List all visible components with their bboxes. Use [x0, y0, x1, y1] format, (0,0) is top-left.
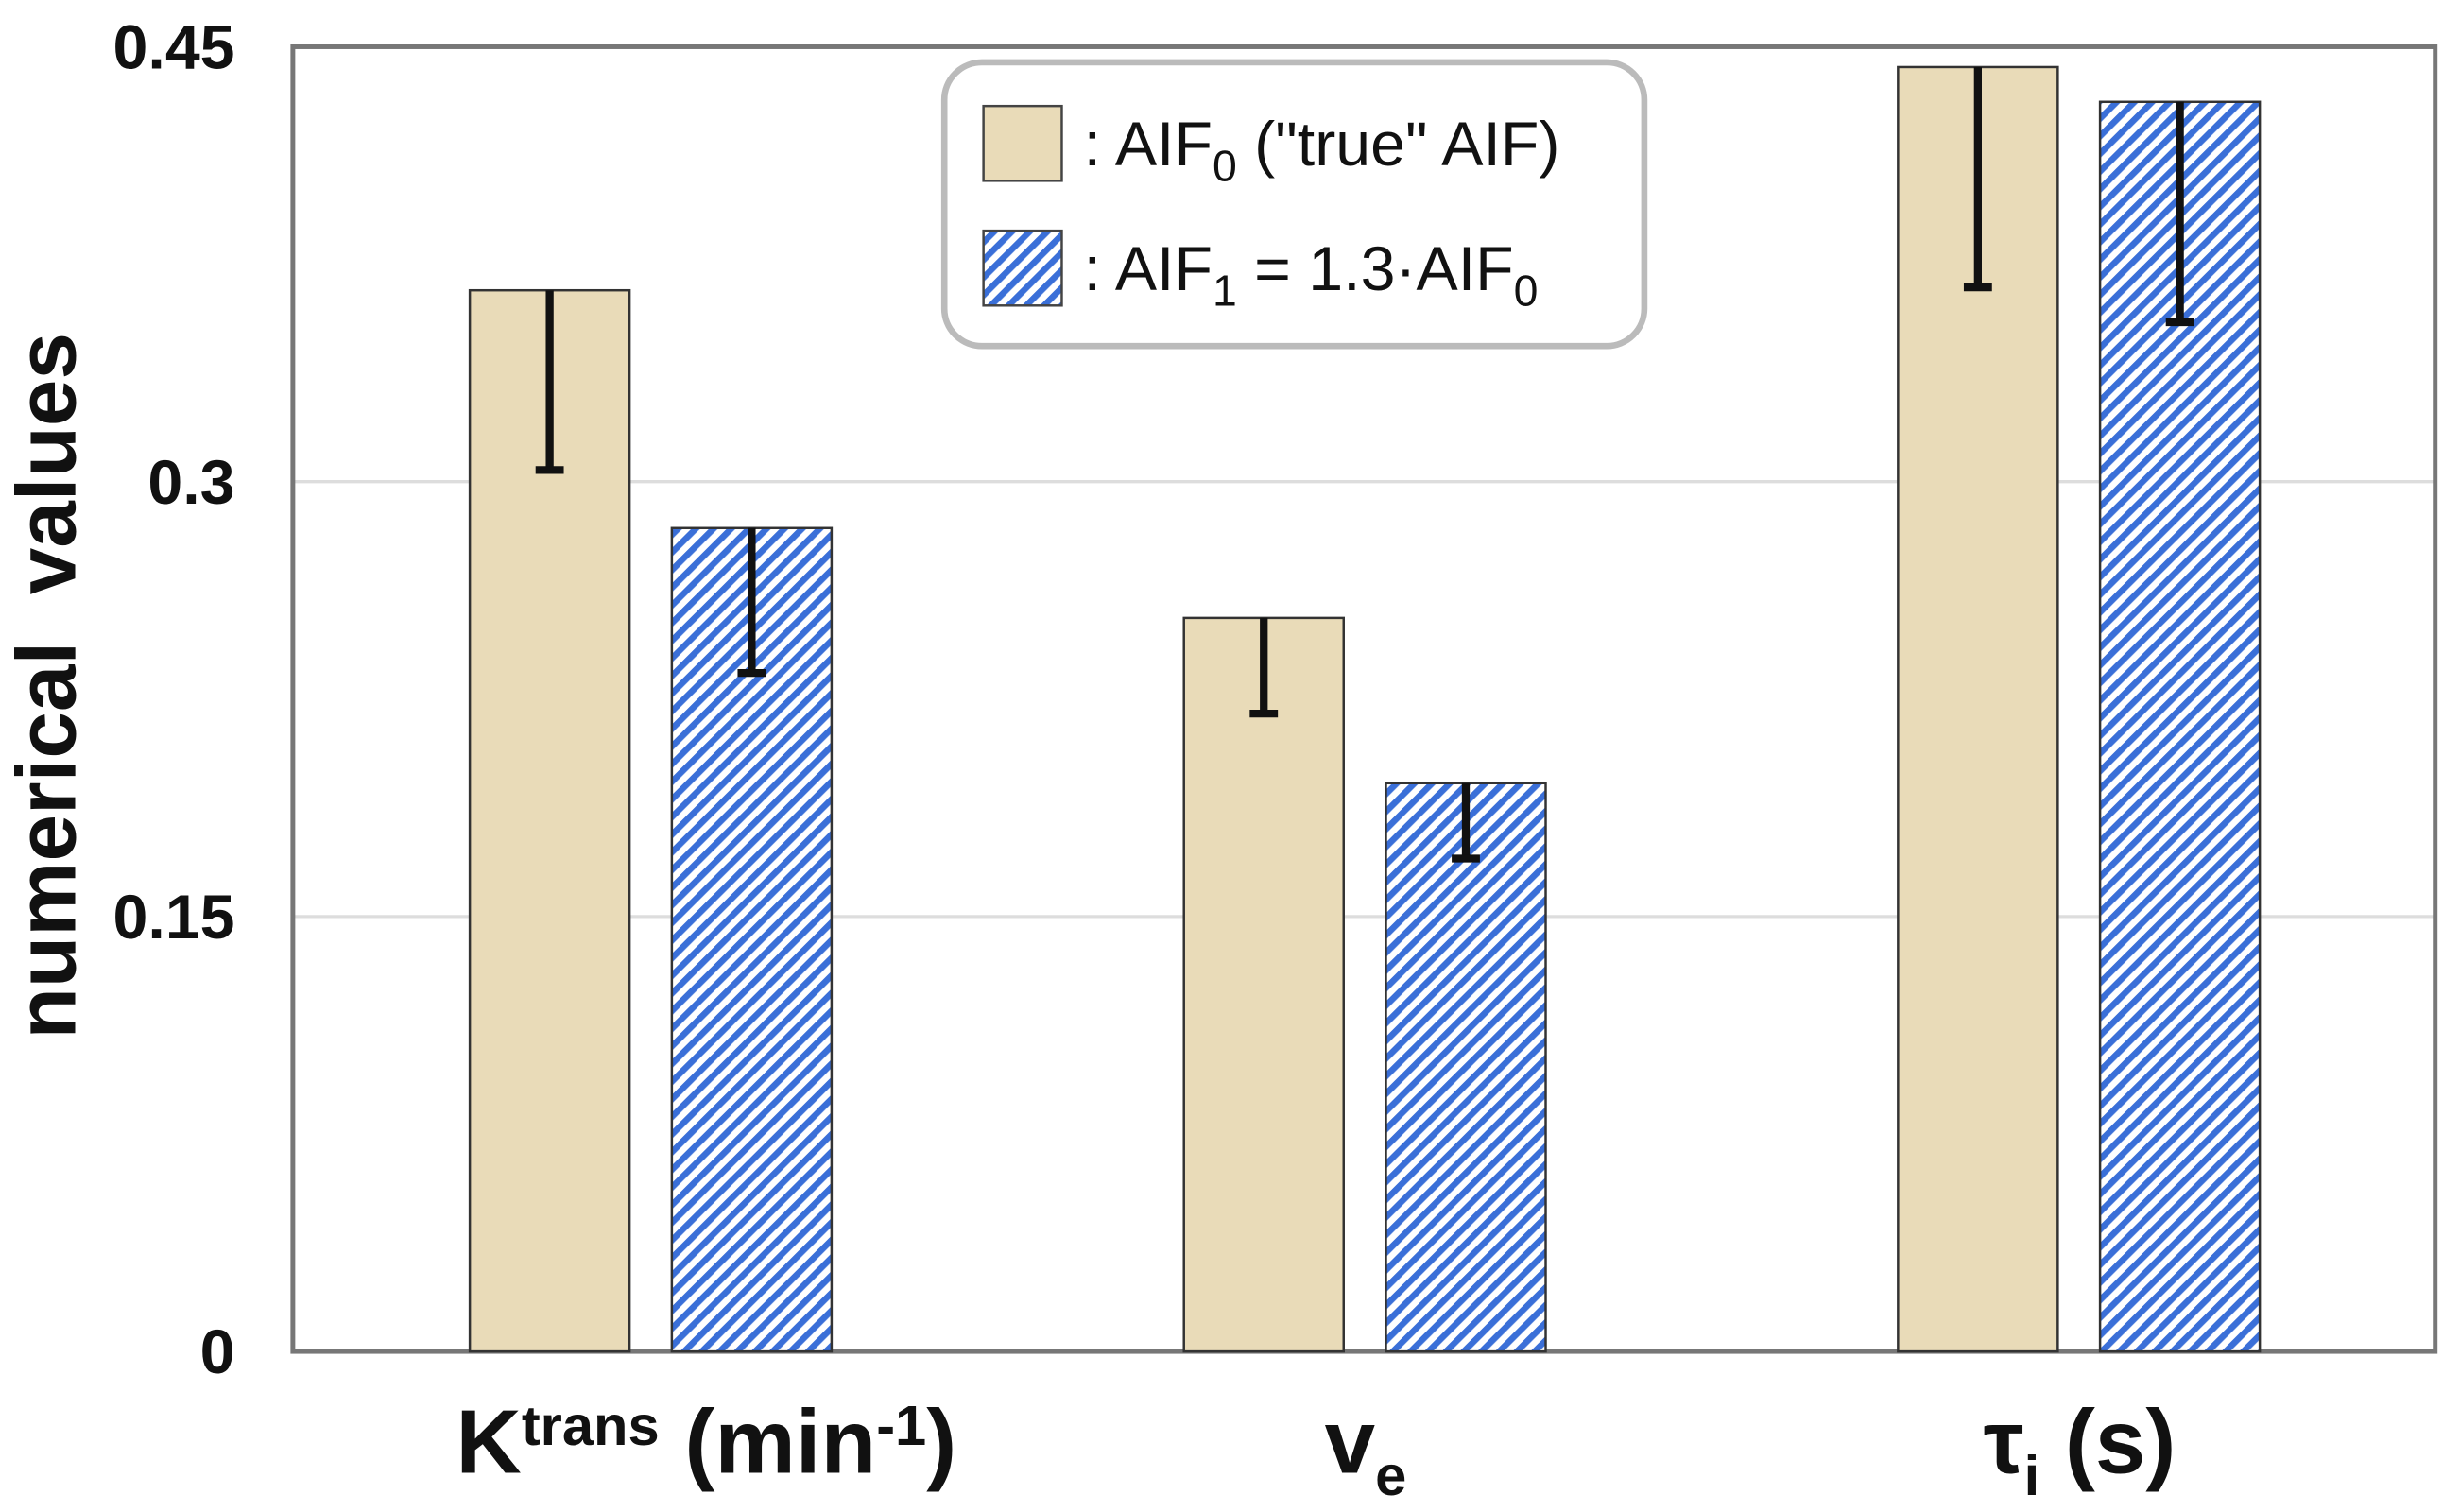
y-tick-labels: 0 0.15 0.3 0.45 — [113, 13, 235, 1387]
legend-subscript: 0 — [1514, 266, 1539, 315]
category-base: v — [1325, 1392, 1375, 1493]
x-category-label: Ktrans (min-1) — [456, 1392, 956, 1493]
y-tick-label: 0.3 — [147, 448, 234, 518]
legend-entry-aif1: : AIF1 = 1.3·AIF0 — [1084, 234, 1539, 315]
category-superscript: trans — [522, 1394, 660, 1457]
y-tick-label: 0 — [200, 1317, 235, 1387]
gridlines — [292, 480, 2435, 919]
y-tick-label: 0.45 — [113, 13, 235, 83]
y-axis-label: numerical values — [0, 333, 94, 1040]
x-category-label: ve — [1325, 1392, 1407, 1507]
legend-swatch-aif1 — [982, 229, 1063, 307]
legend-text: ("true" AIF) — [1237, 110, 1560, 180]
legend: : AIF0 ("true" AIF) : AIF1 = 1.3·AIF0 — [940, 59, 1648, 350]
legend-entry-aif0: : AIF0 ("true" AIF) — [1084, 110, 1560, 190]
bar — [1385, 782, 1547, 1353]
category-subscript: e — [1375, 1444, 1406, 1507]
category-rest: (s) — [2039, 1392, 2176, 1493]
legend-subscript: 1 — [1213, 266, 1237, 315]
legend-text: = 1.3·AIF — [1237, 234, 1514, 304]
category-base: K — [456, 1392, 521, 1493]
legend-text: : AIF — [1084, 234, 1213, 304]
x-category-labels: Ktrans (min-1) ve τi (s) — [456, 1392, 2176, 1507]
bars — [468, 65, 2262, 1353]
y-tick-label: 0.15 — [113, 883, 235, 953]
legend-box — [940, 59, 1648, 350]
category-base: τ — [1984, 1392, 2024, 1493]
category-superscript: -1 — [876, 1394, 926, 1457]
bar — [1182, 616, 1345, 1353]
category-rest: (min — [660, 1392, 877, 1493]
legend-subscript: 0 — [1213, 141, 1237, 190]
legend-text: : AIF — [1084, 110, 1213, 180]
category-subscript: i — [2024, 1444, 2040, 1507]
plot-frame — [290, 44, 2438, 1354]
x-category-label: τi (s) — [1984, 1392, 2176, 1507]
legend-swatch-aif0 — [982, 104, 1063, 182]
category-end: ) — [926, 1392, 956, 1493]
